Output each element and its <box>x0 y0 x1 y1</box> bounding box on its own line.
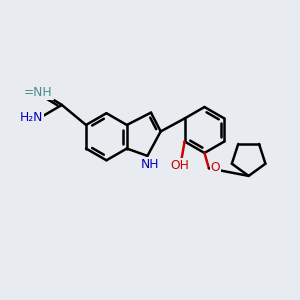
Text: NH: NH <box>140 158 159 171</box>
Text: H₂N: H₂N <box>20 111 43 124</box>
Text: O: O <box>211 160 220 174</box>
Text: OH: OH <box>171 158 190 172</box>
Text: =NH: =NH <box>24 86 52 99</box>
